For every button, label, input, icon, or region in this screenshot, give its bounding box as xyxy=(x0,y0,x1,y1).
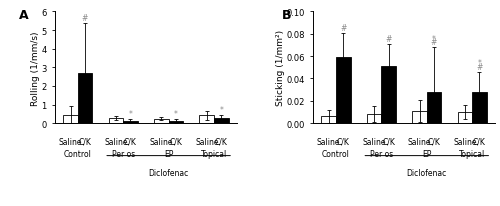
Text: #: # xyxy=(340,23,346,32)
Bar xyxy=(458,112,472,124)
Bar xyxy=(472,92,486,124)
Text: *: * xyxy=(478,59,482,68)
Text: *: * xyxy=(174,109,178,118)
Text: Saline: Saline xyxy=(408,137,432,146)
Text: *: * xyxy=(128,110,132,119)
Text: Saline: Saline xyxy=(195,137,218,146)
Bar xyxy=(154,119,168,124)
Bar xyxy=(108,118,123,124)
Text: C/K: C/K xyxy=(382,137,395,146)
Text: C/K: C/K xyxy=(124,137,137,146)
Text: C/K: C/K xyxy=(473,137,486,146)
Text: Per os: Per os xyxy=(370,149,393,158)
Bar xyxy=(214,119,228,124)
Bar xyxy=(427,92,442,124)
Text: Diclofenac: Diclofenac xyxy=(148,168,188,177)
Text: Diclofenac: Diclofenac xyxy=(406,168,447,177)
Text: #: # xyxy=(431,38,437,47)
Text: *: * xyxy=(220,106,223,115)
Text: Saline: Saline xyxy=(317,137,340,146)
Bar xyxy=(336,58,350,124)
Text: C/K: C/K xyxy=(215,137,228,146)
Text: *: * xyxy=(432,35,436,43)
Text: #: # xyxy=(476,62,482,71)
Bar xyxy=(382,67,396,124)
Bar xyxy=(123,122,138,124)
Text: Saline: Saline xyxy=(362,137,386,146)
Text: EP: EP xyxy=(164,149,173,158)
Text: EP: EP xyxy=(422,149,432,158)
Text: C/K: C/K xyxy=(337,137,349,146)
Text: Saline: Saline xyxy=(150,137,173,146)
Y-axis label: Sticking (1/mm²): Sticking (1/mm²) xyxy=(276,30,285,106)
Text: Topical: Topical xyxy=(201,149,227,158)
Bar xyxy=(168,121,183,124)
Text: Control: Control xyxy=(322,149,350,158)
Bar xyxy=(322,117,336,124)
Text: C/K: C/K xyxy=(78,137,92,146)
Bar xyxy=(412,111,427,124)
Bar xyxy=(78,73,92,124)
Text: #: # xyxy=(82,14,88,23)
Text: C/K: C/K xyxy=(428,137,440,146)
Bar xyxy=(200,116,214,124)
Bar xyxy=(64,115,78,124)
Text: Topical: Topical xyxy=(459,149,485,158)
Y-axis label: Rolling (1/mm/s): Rolling (1/mm/s) xyxy=(31,31,40,105)
Text: Saline: Saline xyxy=(453,137,476,146)
Text: Saline: Saline xyxy=(104,137,128,146)
Text: A: A xyxy=(18,9,28,22)
Text: Control: Control xyxy=(64,149,92,158)
Bar xyxy=(367,115,382,124)
Text: Per os: Per os xyxy=(112,149,135,158)
Text: B: B xyxy=(282,9,292,22)
Text: #: # xyxy=(386,35,392,43)
Text: Saline: Saline xyxy=(59,137,82,146)
Text: C/K: C/K xyxy=(170,137,182,146)
